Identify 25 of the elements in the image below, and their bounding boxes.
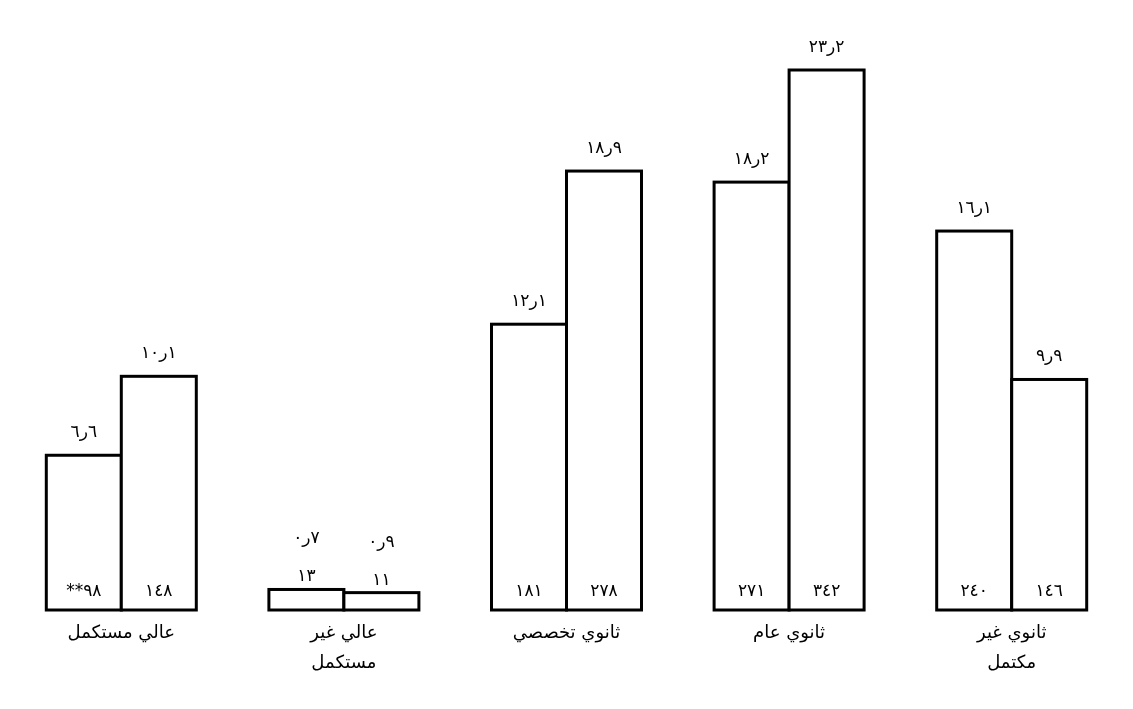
data-label: ١١ <box>372 568 391 589</box>
data-label: ٣٤٢ <box>812 580 841 600</box>
annotation: ٢٣ر٢ <box>808 36 845 56</box>
data-label: **٩٨ <box>66 580 102 600</box>
data-label: ٢٧٨ <box>590 580 618 600</box>
data-label: ٢٤٠ <box>960 580 988 600</box>
annotation: ١٢ر١ <box>511 290 547 311</box>
annotation: ١٦ر١ <box>956 197 992 218</box>
category-label: ثانوي غير مكتمل <box>977 621 1047 672</box>
annotation: ١٠ر١ <box>141 342 177 363</box>
data-label: ١٤٦ <box>1035 580 1063 600</box>
annotation: ١٨ر٢ <box>733 148 770 169</box>
annotation: ١٨ر٩ <box>586 137 622 158</box>
data-label: ١٨١ <box>515 580 543 600</box>
annotation: ٠ر٧ <box>293 527 320 548</box>
category-label: ثانوي عام <box>753 621 826 642</box>
annotation: ٩ر٩ <box>1035 345 1063 366</box>
data-label: ١٤٨ <box>145 580 173 600</box>
category-label: عالي مستكمل <box>67 621 176 642</box>
annotation: ٦ر٦ <box>70 421 98 442</box>
data-label: ١٣ <box>297 565 316 586</box>
data-label: ٢٧١ <box>737 580 766 600</box>
category-label: ثانوي تخصصي <box>512 621 621 642</box>
annotation: ٠ر٩ <box>368 530 395 551</box>
category-label: عالي غير مستكمل <box>310 621 378 672</box>
